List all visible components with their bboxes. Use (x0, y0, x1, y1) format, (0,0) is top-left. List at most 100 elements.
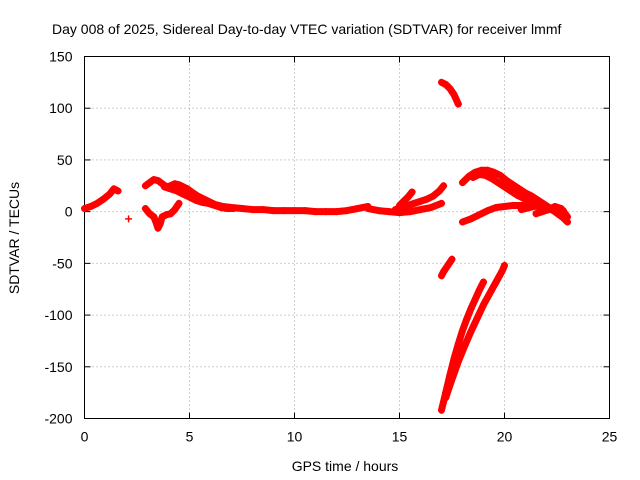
axis-ticks (84, 56, 610, 419)
data-point (532, 210, 540, 218)
data-point (160, 183, 168, 191)
data-series (517, 201, 571, 226)
data-point (486, 289, 494, 297)
y-tick-labels: -200 -150 -100 -50 0 50 100 150 (44, 49, 72, 427)
data-point (438, 78, 445, 86)
data-point (322, 208, 330, 216)
data-point (249, 206, 256, 214)
data-point (429, 192, 437, 200)
data-point (471, 296, 479, 304)
data-point (475, 211, 483, 219)
x-tick-label: 15 (392, 429, 408, 445)
data-point (280, 207, 288, 215)
y-tick-label: 150 (49, 49, 73, 65)
data-series (391, 182, 448, 214)
data-point (463, 315, 471, 323)
y-tick-label: -50 (52, 255, 72, 271)
data-point (183, 185, 191, 193)
data-point (467, 328, 475, 336)
data-series (81, 185, 122, 213)
data-point (301, 207, 309, 215)
data-series (160, 183, 238, 213)
data-point (141, 182, 149, 190)
data-point (484, 207, 492, 215)
data-point (427, 204, 435, 212)
data-point (509, 201, 517, 209)
data-point (396, 201, 403, 209)
data-point (217, 204, 225, 212)
data-point (223, 205, 231, 213)
data-point (230, 205, 238, 213)
data-point (175, 199, 183, 207)
data-point (459, 327, 466, 335)
data-point (154, 177, 162, 185)
y-tick-label: -100 (44, 307, 72, 323)
data-point (171, 206, 179, 214)
data-point (454, 358, 462, 366)
data-point (503, 177, 511, 185)
data-series (141, 199, 183, 232)
data-point (490, 168, 498, 176)
grid-lines (84, 56, 610, 419)
data-point (391, 206, 399, 214)
data-point (475, 170, 483, 178)
data-point (480, 278, 487, 286)
data-point (551, 202, 559, 210)
data-point (438, 406, 445, 414)
data-point (375, 207, 382, 215)
data-series (125, 215, 133, 223)
data-series (442, 261, 508, 402)
data-point (461, 342, 469, 350)
data-point (454, 340, 462, 348)
data-point (446, 85, 454, 93)
data-point (125, 215, 133, 223)
data-point (162, 211, 170, 219)
data-point (204, 199, 212, 207)
data-point (291, 207, 298, 215)
data-point (404, 193, 412, 201)
data-point (538, 208, 546, 216)
data-point (106, 190, 114, 198)
data-point (482, 171, 490, 179)
data-point (498, 267, 506, 275)
data-point (270, 207, 277, 215)
data-point (519, 194, 527, 202)
data-point (494, 179, 502, 187)
y-tick-label: -150 (44, 359, 72, 375)
data-point (517, 206, 525, 214)
data-point (557, 205, 565, 213)
data-point (312, 208, 319, 216)
data-point (146, 179, 154, 187)
data-point (435, 187, 443, 195)
data-point (473, 314, 481, 322)
y-tick-label: 50 (57, 152, 73, 168)
data-point (467, 215, 475, 223)
data-point (333, 208, 340, 216)
data-point (450, 91, 458, 99)
x-tick-label: 25 (602, 429, 618, 445)
data-point (186, 193, 193, 201)
data-point (93, 199, 101, 207)
data-point (150, 176, 158, 184)
data-point (238, 205, 246, 213)
y-axis-label: SDTVAR / TECUs (6, 182, 22, 294)
data-point (513, 191, 521, 199)
data-point (87, 202, 95, 210)
data-point (423, 195, 431, 203)
data-point (179, 183, 187, 191)
y-tick-label: 0 (65, 204, 73, 220)
data-point (442, 394, 450, 402)
data-point (509, 181, 517, 189)
data-series (532, 202, 571, 221)
data-point (534, 201, 542, 209)
x-tick-labels: 0 5 10 15 20 25 (81, 429, 618, 445)
data-point (417, 206, 424, 214)
data-point (99, 195, 107, 203)
data-point (438, 272, 445, 280)
y-tick-label: 100 (49, 100, 73, 116)
data-point (192, 196, 200, 204)
data-series (396, 188, 416, 209)
data-point (515, 185, 523, 193)
data-point (438, 199, 445, 207)
plot-frame (84, 56, 610, 419)
